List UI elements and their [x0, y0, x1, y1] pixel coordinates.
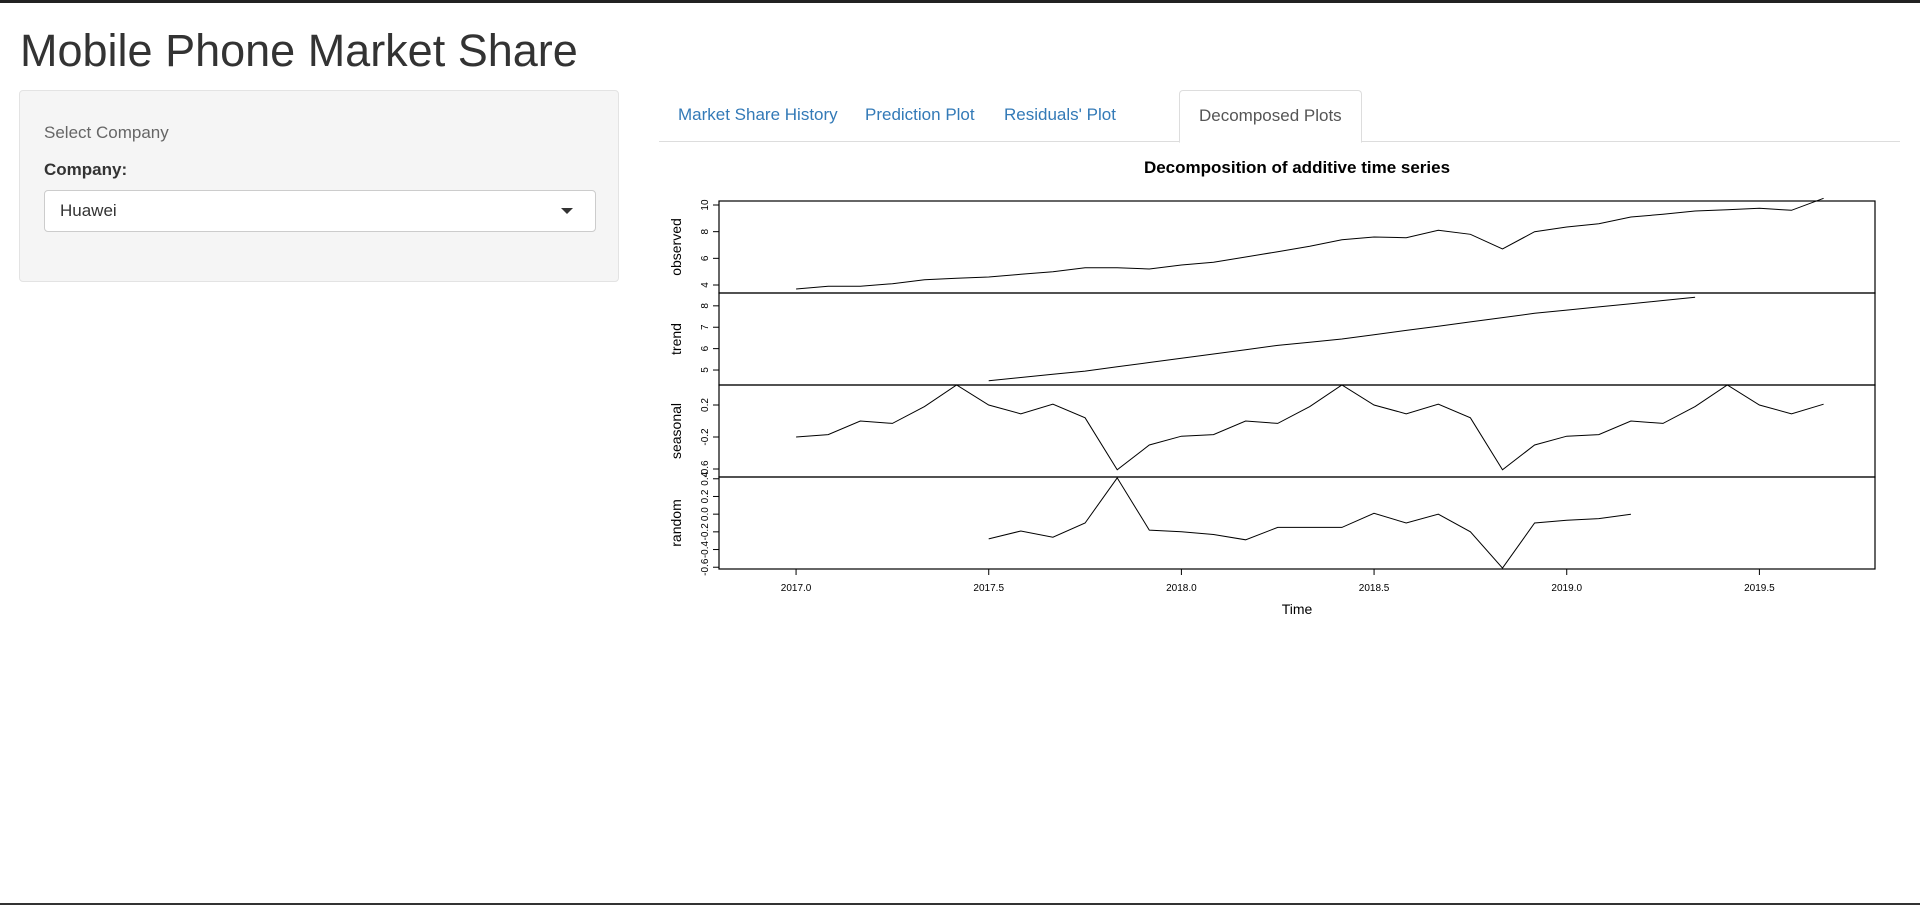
- tab-prediction-plot[interactable]: Prediction Plot: [865, 105, 975, 124]
- panel-label-trend: trend: [668, 323, 684, 355]
- company-select[interactable]: Huawei: [44, 190, 596, 232]
- panel-frame-observed: [718, 200, 1876, 294]
- y-tick-label: -0.4: [700, 540, 711, 558]
- y-tick-label: 5: [700, 367, 711, 373]
- chart-title: Decomposition of additive time series: [1144, 158, 1450, 177]
- x-tick-label: 2018.0: [1166, 583, 1197, 594]
- tab-market-share-history[interactable]: Market Share History: [678, 105, 838, 124]
- page-title: Mobile Phone Market Share: [20, 25, 578, 76]
- window-bottom-border: [0, 903, 1920, 905]
- panel-frame-seasonal: [718, 384, 1876, 478]
- y-tick-label: 10: [700, 199, 711, 211]
- series-line-random: [988, 476, 1631, 569]
- x-tick-label: 2019.5: [1744, 583, 1775, 594]
- y-tick-label: 0.2: [700, 489, 711, 503]
- y-tick-label: 8: [700, 303, 711, 309]
- y-tick-label: -0.2: [700, 523, 711, 541]
- y-tick-label: 6: [700, 255, 711, 261]
- panel-label-random: random: [668, 499, 684, 546]
- tab-residuals-plot[interactable]: Residuals' Plot: [1004, 105, 1116, 124]
- decomposition-chart-svg: Decomposition of additive time series 4 6 8…: [668, 158, 1876, 617]
- company-label: Company:: [44, 160, 128, 179]
- panel-frame-trend: [718, 292, 1876, 386]
- window-top-border: [0, 0, 1920, 3]
- caret-down-icon: [561, 208, 573, 214]
- y-tick-label: 0.0: [700, 507, 711, 521]
- y-tick-label: 4: [700, 282, 711, 288]
- y-tick-label: -0.6: [700, 460, 711, 478]
- x-axis-label: Time: [1282, 601, 1313, 617]
- y-tick-label: -0.2: [700, 428, 711, 446]
- tab-decomposed-plots[interactable]: Decomposed Plots: [1179, 90, 1362, 143]
- y-tick-label: 6: [700, 345, 711, 351]
- series-line-trend: [988, 296, 1696, 382]
- x-tick-label: 2017.5: [973, 583, 1004, 594]
- panel-frame-random: [718, 476, 1876, 570]
- y-tick-label: 7: [700, 324, 711, 330]
- company-select-value: Huawei: [60, 201, 117, 220]
- y-tick-label: 0.4: [700, 471, 711, 485]
- y-tick-label: 0.2: [700, 398, 711, 412]
- y-tick-label: -0.6: [700, 558, 711, 576]
- sidebar-heading: Select Company: [44, 123, 169, 142]
- panel-label-observed: observed: [668, 218, 684, 276]
- panel-label-seasonal: seasonal: [668, 403, 684, 459]
- y-tick-label: 8: [700, 228, 711, 234]
- x-tick-label: 2018.5: [1359, 583, 1390, 594]
- x-tick-label: 2017.0: [781, 583, 812, 594]
- x-tick-label: 2019.0: [1551, 583, 1582, 594]
- sidebar-panel: Select Company Company: Huawei: [19, 90, 619, 282]
- series-line-seasonal: [796, 384, 1824, 471]
- series-line-observed: [796, 197, 1824, 290]
- decomposition-chart: Decomposition of additive time series 4 6 8…: [659, 150, 1900, 620]
- tab-bar: Market Share History Prediction Plot Res…: [659, 90, 1900, 143]
